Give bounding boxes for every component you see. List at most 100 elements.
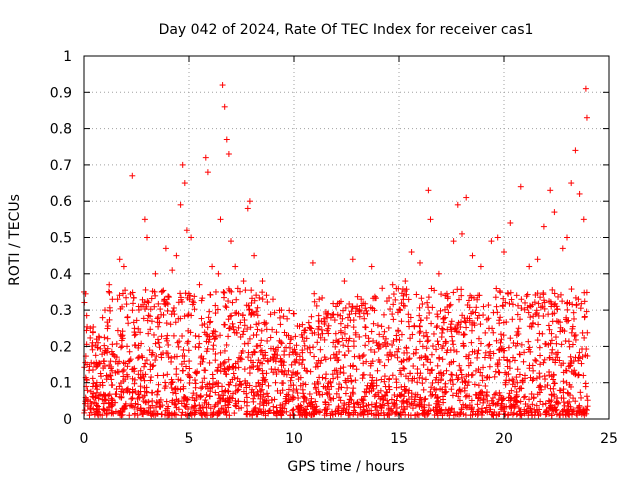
data-point-cloud bbox=[91, 399, 98, 406]
data-point-cloud bbox=[493, 285, 500, 292]
data-point-cloud bbox=[486, 352, 493, 359]
data-point-cloud bbox=[101, 342, 108, 349]
data-point-cloud bbox=[226, 363, 233, 370]
data-point-cloud bbox=[448, 386, 455, 393]
data-point-cloud bbox=[87, 334, 94, 341]
data-point-cloud bbox=[141, 392, 148, 399]
data-point-cloud bbox=[290, 387, 297, 394]
data-point-cloud bbox=[449, 376, 456, 383]
data-point-cloud bbox=[239, 347, 246, 354]
data-point-cloud bbox=[390, 291, 397, 298]
data-point-cloud bbox=[164, 371, 171, 378]
data-point-cloud bbox=[378, 376, 385, 383]
data-point-cloud bbox=[448, 371, 455, 378]
data-point bbox=[129, 172, 136, 179]
data-point-cloud bbox=[554, 306, 561, 313]
data-point-cloud bbox=[583, 289, 590, 296]
data-point-cloud bbox=[173, 353, 180, 360]
data-point-cloud bbox=[374, 407, 381, 414]
x-tick-label: 5 bbox=[185, 431, 194, 447]
data-point-cloud bbox=[435, 397, 442, 404]
data-point-cloud bbox=[229, 390, 236, 397]
data-point-cloud bbox=[381, 378, 388, 385]
data-point-cloud bbox=[456, 296, 463, 303]
data-point-cloud bbox=[136, 354, 143, 361]
data-point-cloud bbox=[548, 337, 555, 344]
data-point-cloud bbox=[414, 411, 421, 418]
data-point-cloud bbox=[509, 301, 516, 308]
data-point-cloud bbox=[148, 374, 155, 381]
data-point-cloud bbox=[145, 312, 152, 319]
data-point-cloud bbox=[362, 342, 369, 349]
data-point-cloud bbox=[398, 383, 405, 390]
data-point-cloud bbox=[556, 357, 563, 364]
data-point-cloud bbox=[93, 383, 100, 390]
data-point-cloud bbox=[369, 377, 376, 384]
data-point-cloud bbox=[112, 408, 119, 415]
data-point-cloud bbox=[566, 381, 573, 388]
data-point-cloud bbox=[118, 333, 125, 340]
data-point-cloud bbox=[555, 399, 562, 406]
data-point-cloud bbox=[493, 303, 500, 310]
data-point-cloud bbox=[230, 326, 237, 333]
data-point-cloud bbox=[170, 308, 177, 315]
data-point-cloud bbox=[465, 371, 472, 378]
data-point-cloud bbox=[124, 313, 131, 320]
data-point-cloud bbox=[497, 314, 504, 321]
data-point-cloud bbox=[248, 287, 255, 294]
data-point-cloud bbox=[488, 397, 495, 404]
data-point-cloud bbox=[251, 349, 258, 356]
data-point-cloud bbox=[277, 339, 284, 346]
data-point-cloud bbox=[152, 357, 159, 364]
data-point bbox=[517, 183, 524, 190]
data-point-cloud bbox=[496, 411, 503, 418]
data-point-cloud bbox=[514, 410, 521, 417]
data-point-cloud bbox=[203, 400, 210, 407]
data-point-cloud bbox=[419, 343, 426, 350]
data-point-cloud bbox=[427, 388, 434, 395]
data-point-cloud bbox=[172, 319, 179, 326]
data-point-cloud bbox=[416, 323, 423, 330]
data-point-cloud bbox=[181, 313, 188, 320]
data-point-cloud bbox=[206, 336, 213, 343]
data-point-cloud bbox=[132, 331, 139, 338]
data-point-cloud bbox=[251, 406, 258, 413]
data-point-cloud bbox=[182, 403, 189, 410]
data-point-cloud bbox=[318, 326, 325, 333]
data-point-cloud bbox=[389, 341, 396, 348]
y-tick-label: 0.2 bbox=[50, 339, 72, 355]
data-point-cloud bbox=[270, 354, 277, 361]
data-point-cloud bbox=[90, 405, 97, 412]
data-point-cloud bbox=[456, 362, 463, 369]
data-point-cloud bbox=[383, 298, 390, 305]
data-point-cloud bbox=[454, 376, 461, 383]
data-point-cloud bbox=[87, 406, 94, 413]
data-point-cloud bbox=[390, 301, 397, 308]
data-point-cloud bbox=[315, 323, 322, 330]
data-point-cloud bbox=[283, 391, 290, 398]
data-point-cloud bbox=[280, 362, 287, 369]
data-point-cloud bbox=[350, 400, 357, 407]
data-point-cloud bbox=[299, 334, 306, 341]
data-point-cloud bbox=[150, 331, 157, 338]
data-point-cloud bbox=[405, 296, 412, 303]
data-point-cloud bbox=[391, 392, 398, 399]
data-point-cloud bbox=[584, 397, 591, 404]
data-point-cloud bbox=[338, 411, 345, 418]
data-point-cloud bbox=[116, 383, 123, 390]
x-tick-label: 25 bbox=[600, 431, 618, 447]
data-point-cloud bbox=[189, 301, 196, 308]
data-point-cloud bbox=[460, 401, 467, 408]
data-point-cloud bbox=[546, 369, 553, 376]
data-point bbox=[223, 136, 230, 143]
data-point-cloud bbox=[195, 344, 202, 351]
data-point-cloud bbox=[235, 386, 242, 393]
data-point-cloud bbox=[337, 397, 344, 404]
data-point-cloud bbox=[163, 398, 170, 405]
data-point-cloud bbox=[93, 389, 100, 396]
data-point-cloud bbox=[468, 372, 475, 379]
data-point-cloud bbox=[353, 366, 360, 373]
data-point-cloud bbox=[343, 379, 350, 386]
data-point-cloud bbox=[340, 342, 347, 349]
data-point-cloud bbox=[459, 379, 466, 386]
